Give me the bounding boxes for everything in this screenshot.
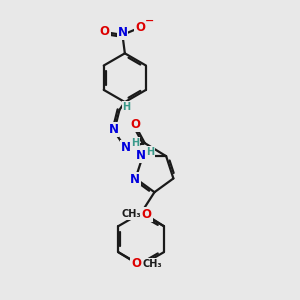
Text: H: H bbox=[146, 147, 154, 157]
Text: H: H bbox=[131, 137, 140, 148]
Text: N: N bbox=[118, 26, 128, 39]
Text: H: H bbox=[123, 102, 131, 112]
Text: N: N bbox=[130, 172, 140, 185]
Text: N: N bbox=[109, 123, 118, 136]
Text: O: O bbox=[131, 118, 141, 130]
Text: O: O bbox=[131, 257, 141, 270]
Text: N: N bbox=[121, 141, 131, 154]
Text: O: O bbox=[100, 25, 110, 38]
Text: −: − bbox=[145, 16, 154, 26]
Text: O: O bbox=[142, 208, 152, 221]
Text: CH₃: CH₃ bbox=[142, 259, 162, 269]
Text: N: N bbox=[135, 149, 146, 162]
Text: CH₃: CH₃ bbox=[121, 209, 141, 219]
Text: O: O bbox=[135, 21, 145, 34]
